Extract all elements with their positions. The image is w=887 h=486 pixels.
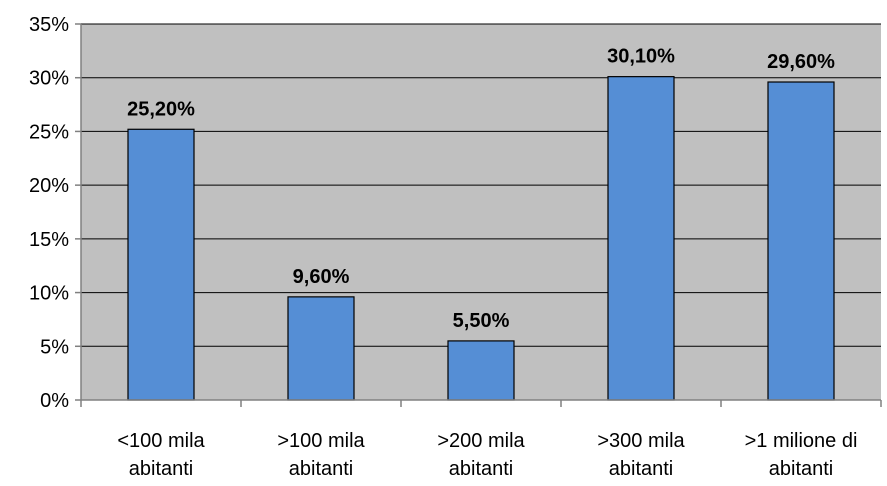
data-label: 30,10% xyxy=(607,46,675,68)
y-tick-label: 15% xyxy=(29,229,69,251)
x-category-label: >200 mila abitanti xyxy=(437,430,525,480)
x-category-label: >100 mila abitanti xyxy=(277,430,365,480)
y-tick-label: 0% xyxy=(40,390,69,412)
x-category-label: <100 mila abitanti xyxy=(117,430,205,480)
data-label: 5,50% xyxy=(453,310,510,332)
data-label: 9,60% xyxy=(293,266,350,288)
plot-area xyxy=(81,24,881,400)
y-axis-tick-labels: 0% 5% 10% 15% 20% 25% 30% 35% xyxy=(29,14,69,412)
y-tick-label: 25% xyxy=(29,121,69,143)
data-labels: 25,20% 9,60% 5,50% 30,10% 29,60% xyxy=(127,46,835,332)
bar xyxy=(287,296,355,401)
data-label: 29,60% xyxy=(767,51,835,73)
bar xyxy=(447,340,515,401)
bar xyxy=(607,76,675,401)
gridlines xyxy=(81,23,881,347)
bar xyxy=(127,128,195,401)
x-category-label: >1 milione di abitanti xyxy=(745,430,858,480)
data-label: 25,20% xyxy=(127,98,195,120)
x-category-label: >300 mila abitanti xyxy=(597,430,685,480)
x-axis-category-labels: <100 mila abitanti >100 mila abitanti >200 m… xyxy=(117,430,857,480)
bar xyxy=(767,81,835,401)
y-tick-label: 30% xyxy=(29,68,69,90)
y-tick-label: 10% xyxy=(29,283,69,305)
y-tick-label: 5% xyxy=(40,336,69,358)
y-tick-label: 20% xyxy=(29,175,69,197)
axes xyxy=(75,23,882,407)
y-tick-label: 35% xyxy=(29,14,69,36)
